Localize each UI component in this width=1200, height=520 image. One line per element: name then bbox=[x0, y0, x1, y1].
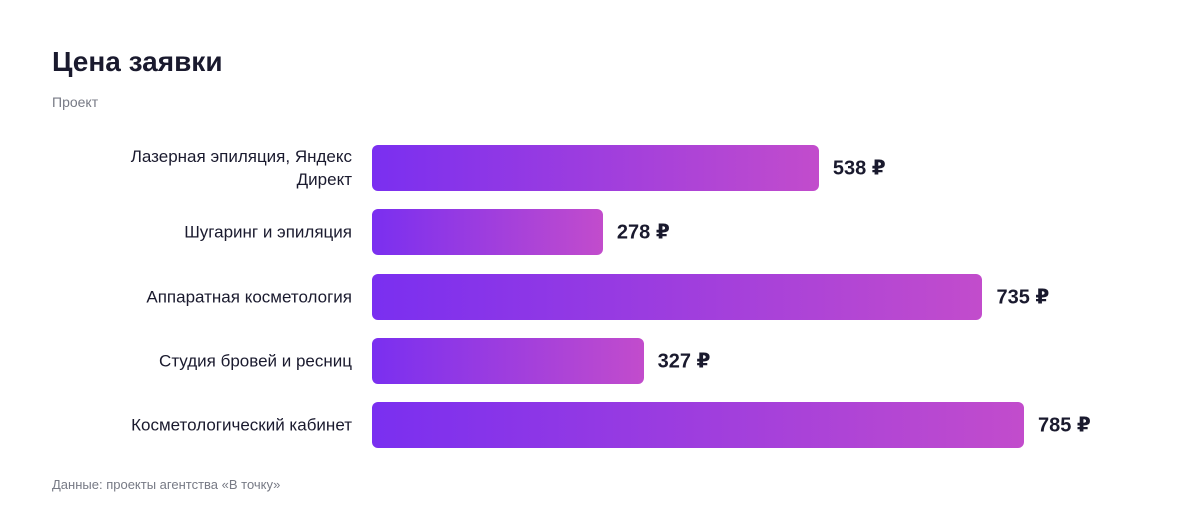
chart-title: Цена заявки bbox=[52, 46, 223, 77]
value-label: 735 ₽ bbox=[996, 286, 1050, 309]
value-label: 327 ₽ bbox=[657, 350, 711, 373]
category-label: Шугаринг и эпиляция bbox=[184, 222, 352, 242]
bar bbox=[372, 209, 603, 256]
category-label: Студия бровей и ресниц bbox=[159, 351, 352, 371]
category-label: Лазерная эпиляция, Яндекс Директ bbox=[130, 147, 352, 189]
category-label: Косметологический кабинет bbox=[131, 415, 352, 435]
bar bbox=[372, 273, 983, 320]
bar bbox=[372, 145, 819, 191]
value-label: 785 ₽ bbox=[1038, 414, 1091, 437]
source-note: Данные: проекты агентства «В точку» bbox=[52, 477, 281, 492]
value-label: 278 ₽ bbox=[616, 221, 670, 244]
category-label: Аппаратная косметология bbox=[146, 287, 352, 307]
bar bbox=[372, 337, 644, 384]
value-label: 538 ₽ bbox=[832, 157, 886, 180]
bar bbox=[372, 402, 1024, 449]
chart-subtitle: Проект bbox=[52, 94, 99, 110]
